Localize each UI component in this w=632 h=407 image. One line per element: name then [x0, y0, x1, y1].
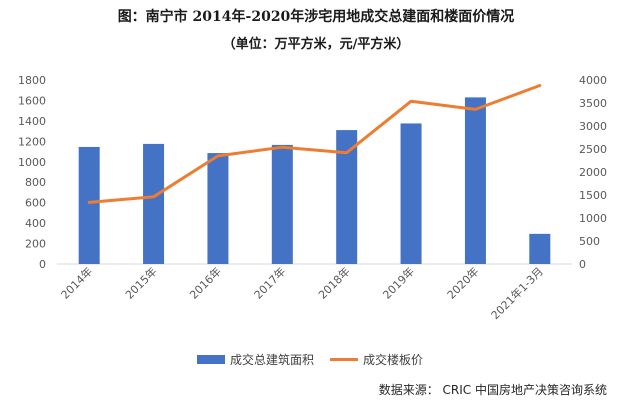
- right-tick-label: 2000: [579, 166, 607, 179]
- x-tick-label: 2016年: [187, 264, 224, 301]
- left-tick-label: 1600: [18, 94, 46, 107]
- chart-subtitle: （单位：万平方米，元/平方米）: [223, 36, 410, 52]
- legend-label-area: 成交总建筑面积: [230, 352, 314, 367]
- right-tick-label: 500: [579, 235, 600, 248]
- x-tick-label: 2020年: [444, 264, 481, 301]
- left-tick-label: 600: [25, 197, 46, 210]
- bar: [143, 143, 165, 264]
- x-tick-label: 2014年: [58, 264, 95, 301]
- right-tick-label: 2500: [579, 143, 607, 156]
- right-tick-label: 0: [579, 258, 586, 271]
- left-tick-label: 400: [25, 217, 46, 230]
- left-tick-label: 1200: [18, 135, 46, 148]
- bar: [78, 146, 100, 264]
- right-tick-label: 1000: [579, 212, 607, 225]
- left-tick-label: 0: [39, 258, 46, 271]
- right-tick-label: 4000: [579, 74, 607, 87]
- x-tick-label: 2018年: [315, 264, 352, 301]
- right-tick-label: 3000: [579, 120, 607, 133]
- legend: 成交总建筑面积 成交楼板价: [197, 352, 423, 367]
- left-tick-label: 1400: [18, 115, 46, 128]
- legend-swatch-area: [197, 355, 225, 364]
- bar: [529, 233, 551, 264]
- bar: [207, 153, 229, 264]
- x-axis: 2014年 2015年 2016年 2017年 2018年 2019年 2020年 2021年…: [58, 264, 546, 322]
- bar: [336, 130, 358, 264]
- bar: [400, 123, 422, 264]
- right-axis: 0 500 1000 1500 2000 2500 3000 3500 4000: [579, 74, 607, 271]
- left-tick-label: 800: [25, 176, 46, 189]
- source-note: 数据来源： CRIC 中国房地产决策咨询系统: [379, 382, 607, 397]
- line-series: [87, 84, 542, 204]
- price-line: [87, 84, 542, 204]
- left-tick-label: 200: [25, 238, 46, 251]
- bar-series: [78, 97, 551, 264]
- right-tick-label: 3500: [579, 97, 607, 110]
- left-axis: 0 200 400 600 800 1000 1200 1400 1600 1800: [18, 74, 46, 271]
- x-tick-label: 2015年: [122, 264, 159, 301]
- x-tick-label: 2017年: [251, 264, 288, 301]
- legend-label-price: 成交楼板价: [363, 352, 423, 367]
- right-tick-label: 1500: [579, 189, 607, 202]
- left-tick-label: 1000: [18, 156, 46, 169]
- x-tick-label: 2019年: [380, 264, 417, 301]
- chart-title: 图：南宁市 2014年-2020年涉宅用地成交总建面和楼面价情况: [118, 8, 515, 25]
- bar: [464, 97, 486, 264]
- left-tick-label: 1800: [18, 74, 46, 87]
- x-tick-label: 2021年1-3月: [488, 264, 546, 322]
- bar: [271, 144, 293, 264]
